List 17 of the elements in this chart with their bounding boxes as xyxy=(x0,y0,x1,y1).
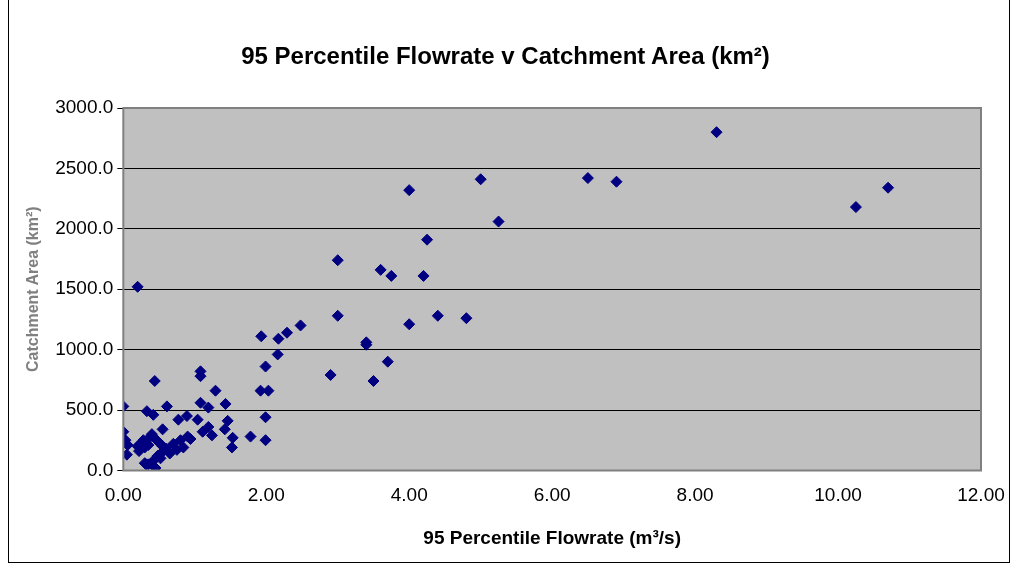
chart-title: 95 Percentile Flowrate v Catchment Area (km²) xyxy=(240,42,771,70)
y-tick-label: 1500.0 xyxy=(55,277,114,299)
y-tick-label: 2500.0 xyxy=(55,156,114,178)
y-axis-title: Catchment Area (km²) xyxy=(24,206,42,373)
x-tick-label: 0.00 xyxy=(104,484,142,506)
x-tick-label: 8.00 xyxy=(676,484,714,506)
x-axis-title: 95 Percentile Flowrate (m³/s) xyxy=(423,526,681,548)
y-tick-label: 2000.0 xyxy=(55,217,114,239)
y-tick-label: 3000.0 xyxy=(55,96,114,118)
x-tick-label: 10.00 xyxy=(814,484,862,506)
y-tick-label: 0.0 xyxy=(86,458,114,480)
y-tick-label: 500.0 xyxy=(65,398,114,420)
y-tick-label: 1000.0 xyxy=(55,337,114,359)
x-tick-label: 6.00 xyxy=(533,484,571,506)
x-tick-label: 4.00 xyxy=(390,484,428,506)
x-tick-label: 2.00 xyxy=(247,484,285,506)
x-tick-label: 12.00 xyxy=(957,484,1005,506)
